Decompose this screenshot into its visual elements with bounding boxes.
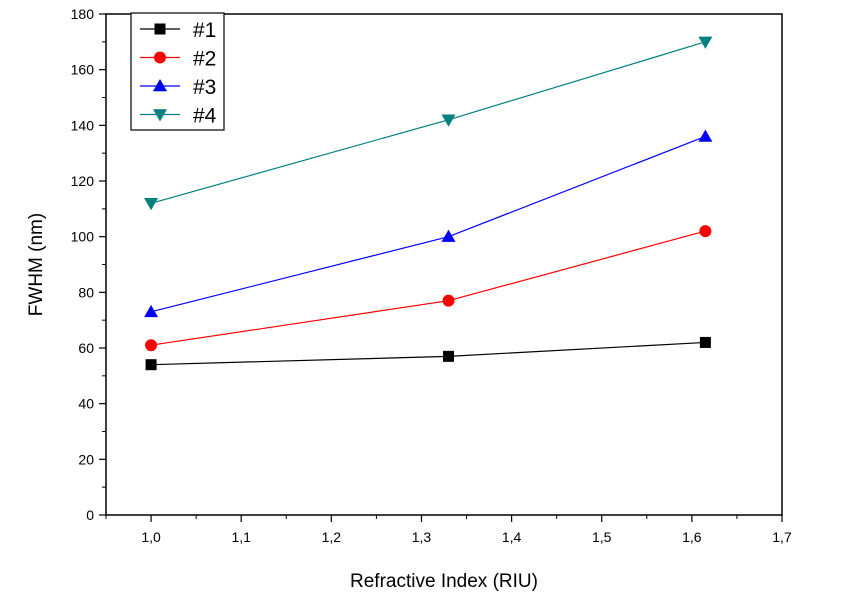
legend-item: #1	[140, 19, 216, 42]
y-tick-label: 40	[78, 396, 94, 412]
legend-label: #2	[193, 48, 216, 71]
y-tick-label: 0	[86, 507, 94, 523]
y-axis: 0 20 40 60 80 100 120 140 160 180	[71, 6, 106, 523]
x-tick-label: 1,6	[682, 529, 702, 545]
y-tick-label: 80	[78, 284, 94, 300]
data-point	[698, 129, 713, 142]
data-point	[699, 225, 712, 238]
legend-item: #4	[140, 105, 217, 128]
series-4	[144, 36, 713, 211]
series-1	[145, 336, 711, 371]
data-point	[144, 198, 159, 211]
legend-item: #2	[140, 48, 216, 71]
x-tick-label: 1,1	[231, 529, 251, 545]
legend-marker	[153, 109, 167, 122]
x-tick-label: 1,0	[141, 529, 161, 545]
legend-label: #3	[193, 76, 216, 99]
data-point	[698, 36, 713, 49]
series-2	[145, 225, 712, 352]
data-point	[443, 350, 455, 362]
series-line	[150, 135, 706, 313]
series-line	[150, 41, 706, 204]
x-axis-title: Refractive Index (RIU)	[350, 571, 538, 592]
legend-label: #1	[193, 19, 216, 42]
data-point	[442, 294, 455, 307]
x-tick-label: 1,4	[502, 529, 522, 545]
y-tick-label: 100	[71, 229, 95, 245]
series-line	[151, 341, 706, 366]
x-tick-label: 1,7	[772, 529, 792, 545]
y-tick-label: 120	[71, 173, 95, 189]
x-tick-label: 1,2	[322, 529, 342, 545]
data-point	[441, 114, 456, 127]
legend-marker	[153, 79, 167, 92]
x-tick-label: 1,3	[412, 529, 432, 545]
y-tick-label: 160	[71, 62, 95, 78]
y-tick-label: 60	[78, 340, 94, 356]
series-layer	[144, 36, 713, 371]
y-tick-label: 20	[78, 451, 94, 467]
data-point	[145, 359, 157, 371]
legend-marker	[154, 51, 166, 64]
data-point	[144, 304, 159, 318]
legend: #1 #2 #3 #4	[130, 12, 225, 131]
data-point	[699, 336, 711, 348]
legend-box	[130, 12, 225, 131]
series-line	[150, 230, 706, 346]
data-point	[145, 339, 158, 352]
legend-item: #3	[140, 76, 216, 99]
legend-marker	[154, 23, 166, 35]
legend-label: #4	[193, 105, 217, 128]
y-tick-label: 180	[71, 6, 95, 22]
series-3	[144, 129, 713, 318]
y-axis-title: FWHM (nm)	[26, 213, 47, 316]
data-point	[441, 229, 456, 242]
y-tick-label: 140	[71, 117, 95, 133]
x-axis: 1,0 1,1 1,2 1,3 1,4 1,5 1,6 1,7	[105, 515, 792, 545]
x-tick-label: 1,5	[592, 529, 612, 545]
